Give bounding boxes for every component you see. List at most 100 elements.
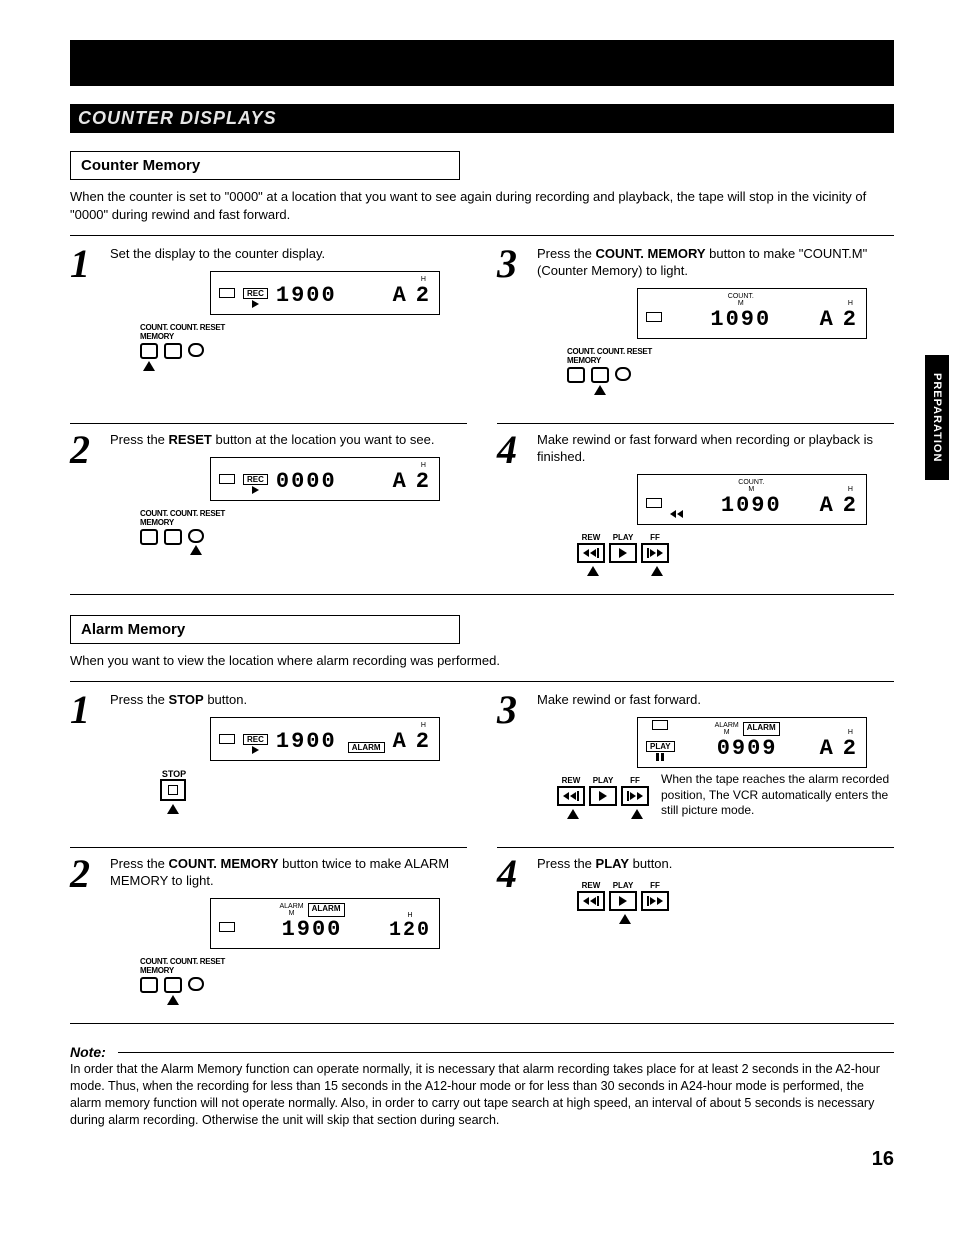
button-row: COUNT. COUNT. RESET MEMORY bbox=[140, 957, 467, 1005]
stop-row: STOP bbox=[160, 769, 467, 814]
h-label: H bbox=[421, 462, 426, 469]
arrow-up-icon bbox=[651, 566, 663, 576]
alarm-memory-intro: When you want to view the location where… bbox=[70, 652, 894, 670]
section-header: COUNTER DISPLAYS bbox=[70, 104, 894, 133]
arrow-up-icon bbox=[594, 385, 606, 395]
alarm-badge: ALARM bbox=[308, 903, 345, 917]
counter-memory-title: Counter Memory bbox=[70, 151, 460, 180]
lcd-counter: 0909 bbox=[717, 736, 778, 761]
reset-button[interactable] bbox=[188, 977, 204, 991]
cassette-icon bbox=[219, 288, 235, 298]
button-row: COUNT. COUNT. RESET MEMORY bbox=[567, 347, 894, 395]
lcd-display: REC 0000 A H 2 bbox=[210, 457, 440, 501]
lcd-display: REC 1900 A H 2 bbox=[210, 271, 440, 315]
play-button[interactable] bbox=[609, 891, 637, 911]
ff-label: FF bbox=[630, 776, 640, 785]
arrow-up-icon bbox=[190, 545, 202, 555]
alarm-memory-title: Alarm Memory bbox=[70, 615, 460, 644]
cm-step-3: 3 Press the COUNT. MEMORY button to make… bbox=[497, 246, 894, 395]
top-black-bar bbox=[70, 40, 894, 86]
h-label: H bbox=[848, 300, 853, 307]
rec-badge: REC bbox=[243, 474, 268, 485]
ff-button[interactable] bbox=[621, 786, 649, 806]
lcd-counter: 1900 bbox=[276, 729, 337, 754]
lcd-counter: 1090 bbox=[721, 493, 782, 518]
play-icon bbox=[252, 486, 259, 494]
lcd-display: COUNT. M 1090 A H 2 bbox=[637, 288, 867, 339]
step-text: Make rewind or fast forward. bbox=[537, 692, 894, 709]
cm-step-2: 2 Press the RESET button at the location… bbox=[70, 419, 467, 576]
play-icon bbox=[252, 300, 259, 308]
lcd-counter: 1900 bbox=[282, 917, 343, 942]
step-number: 3 bbox=[497, 692, 527, 728]
h-label: H bbox=[848, 729, 853, 736]
lcd-mode-num: 120 bbox=[389, 919, 431, 942]
note-section: Note: In order that the Alarm Memory fun… bbox=[70, 1044, 894, 1129]
lcd-mode: A bbox=[393, 469, 408, 494]
count-button[interactable] bbox=[567, 367, 585, 383]
cassette-icon bbox=[219, 474, 235, 484]
play-badge: PLAY bbox=[646, 741, 675, 752]
alarm-m-label: ALARM M bbox=[715, 722, 739, 736]
lcd-mode: A bbox=[820, 736, 835, 761]
h-label: H bbox=[421, 276, 426, 283]
button-labels: COUNT. COUNT. RESET MEMORY bbox=[567, 347, 894, 365]
count-button[interactable] bbox=[140, 977, 158, 993]
step-number: 2 bbox=[70, 856, 100, 892]
button-row: COUNT. COUNT. RESET MEMORY bbox=[140, 509, 467, 555]
lcd-hours: 2 bbox=[843, 493, 858, 518]
play-icon bbox=[252, 746, 259, 754]
h-label: H bbox=[407, 912, 412, 919]
play-label: PLAY bbox=[613, 533, 634, 542]
step-number: 2 bbox=[70, 432, 100, 468]
lcd-counter: 0000 bbox=[276, 469, 337, 494]
lcd-hours: 2 bbox=[416, 283, 431, 308]
count-memory-button[interactable] bbox=[164, 977, 182, 993]
button-labels: COUNT. COUNT. RESET MEMORY bbox=[140, 957, 467, 975]
count-memory-button[interactable] bbox=[164, 343, 182, 359]
reset-button[interactable] bbox=[615, 367, 631, 381]
stop-button[interactable] bbox=[160, 779, 186, 801]
rew-button[interactable] bbox=[577, 543, 605, 563]
lcd-hours: 2 bbox=[843, 307, 858, 332]
lcd-mode: A bbox=[820, 493, 835, 518]
rew-button[interactable] bbox=[557, 786, 585, 806]
ff-button[interactable] bbox=[641, 891, 669, 911]
lcd-hours: 2 bbox=[843, 736, 858, 761]
cassette-icon bbox=[652, 720, 668, 730]
reset-button[interactable] bbox=[188, 343, 204, 357]
counter-memory-intro: When the counter is set to "0000" at a l… bbox=[70, 188, 894, 223]
cassette-icon bbox=[646, 498, 662, 508]
lcd-hours: 2 bbox=[416, 469, 431, 494]
arrow-up-icon bbox=[167, 995, 179, 1005]
play-button[interactable] bbox=[589, 786, 617, 806]
cassette-icon bbox=[646, 312, 662, 322]
alarm-memory-steps: 1 Press the STOP button. REC 1900 bbox=[70, 681, 894, 1024]
count-m-label: COUNT. M bbox=[670, 293, 812, 307]
lcd-display: REC 1900 ALARM A H 2 bbox=[210, 717, 440, 761]
rec-badge: REC bbox=[243, 734, 268, 745]
count-m-label: COUNT. M bbox=[691, 479, 812, 493]
play-button[interactable] bbox=[609, 543, 637, 563]
transport-row: REW PLAY FF bbox=[557, 776, 649, 819]
button-labels: COUNT. COUNT. RESET MEMORY bbox=[140, 509, 467, 527]
ff-button[interactable] bbox=[641, 543, 669, 563]
count-button[interactable] bbox=[140, 343, 158, 359]
h-label: H bbox=[848, 486, 853, 493]
alarm-m-label: ALARM M bbox=[279, 903, 303, 917]
rec-badge: REC bbox=[243, 288, 268, 299]
header-title: COUNTER DISPLAYS bbox=[78, 108, 277, 128]
count-memory-button[interactable] bbox=[591, 367, 609, 383]
count-memory-button[interactable] bbox=[164, 529, 182, 545]
cm-step-4: 4 Make rewind or fast forward when recor… bbox=[497, 419, 894, 576]
lcd-display: PLAY ALARM M ALARM 0909 A H bbox=[637, 717, 867, 768]
play-label: PLAY bbox=[593, 776, 614, 785]
reset-button[interactable] bbox=[188, 529, 204, 543]
arrow-up-icon bbox=[143, 361, 155, 371]
ff-label: FF bbox=[650, 533, 660, 542]
count-button[interactable] bbox=[140, 529, 158, 545]
rew-button[interactable] bbox=[577, 891, 605, 911]
transport-row: REW PLAY FF bbox=[577, 533, 894, 576]
pause-icon bbox=[656, 753, 664, 761]
rew-label: REW bbox=[582, 881, 601, 890]
